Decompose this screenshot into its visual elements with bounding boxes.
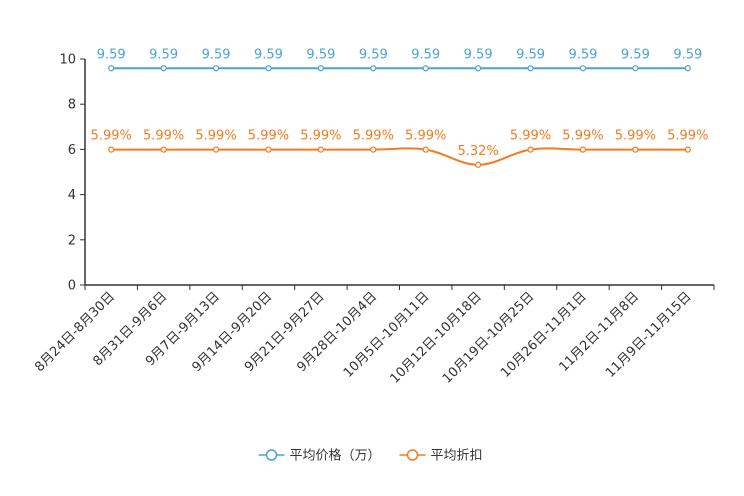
data-point <box>579 65 587 72</box>
y-tick-label: 6 <box>68 143 76 158</box>
data-point <box>684 65 691 72</box>
data-point <box>317 65 324 72</box>
data-label: 5.99% <box>353 129 394 144</box>
legend-label: 平均价格（万） <box>290 448 381 464</box>
data-label: 5.99% <box>562 129 603 144</box>
legend-item-0: 平均价格（万） <box>258 448 381 464</box>
y-tick-label: 10 <box>59 53 76 68</box>
data-point <box>684 146 691 153</box>
data-point <box>212 65 220 72</box>
data-label: 9.59 <box>97 47 126 62</box>
data-label: 5.99% <box>615 129 656 144</box>
data-point <box>160 146 167 153</box>
data-label: 5.99% <box>248 129 289 144</box>
data-label: 5.99% <box>300 129 341 144</box>
data-label: 5.32% <box>457 144 498 159</box>
data-point <box>527 146 534 153</box>
series-layer: 9.59 9.59 9.59 9.59 9.59 9.59 9.59 9.59 9.59 9.59… <box>91 47 708 168</box>
legend-label: 平均折扣 <box>431 449 483 464</box>
data-point <box>212 146 220 153</box>
data-point <box>108 65 115 72</box>
data-point <box>475 65 482 72</box>
data-point <box>527 65 534 72</box>
series-1: 5.99% 5.99% 5.99% 5.99% 5.99% 5.99% 5.99% 5.32%… <box>91 129 708 168</box>
data-label: 9.59 <box>464 47 493 62</box>
data-label: 5.99% <box>91 129 132 144</box>
data-point <box>632 146 639 153</box>
data-point <box>265 146 272 153</box>
data-point <box>632 65 639 72</box>
data-label: 5.99% <box>143 129 184 144</box>
y-tick-label: 8 <box>68 98 76 113</box>
series-0: 9.59 9.59 9.59 9.59 9.59 9.59 9.59 9.59 9.59 9.59… <box>97 47 702 72</box>
series-line <box>111 147 688 166</box>
data-point <box>422 146 429 153</box>
legend-marker-icon <box>406 449 419 461</box>
data-label: 9.59 <box>359 47 388 62</box>
data-label: 5.99% <box>510 129 551 144</box>
legend-marker-icon <box>265 449 278 461</box>
data-label: 9.59 <box>306 47 335 62</box>
data-point <box>317 146 324 153</box>
data-label: 5.99% <box>405 129 446 144</box>
data-point <box>370 146 377 153</box>
data-label: 5.99% <box>667 129 708 144</box>
data-label: 9.59 <box>568 47 597 62</box>
data-label: 5.99% <box>195 129 236 144</box>
data-point <box>370 65 377 72</box>
legend: 平均价格（万） 平均折扣 <box>258 448 483 464</box>
x-tick-label: 10月12日-10月18日 <box>387 289 484 386</box>
data-label: 9.59 <box>516 47 545 62</box>
y-tick-label: 4 <box>68 188 76 203</box>
legend-item-1: 平均折扣 <box>399 449 483 464</box>
data-label: 9.59 <box>621 47 650 62</box>
data-label: 9.59 <box>202 47 231 62</box>
data-label: 9.59 <box>673 47 702 62</box>
data-point <box>422 65 429 72</box>
data-label: 9.59 <box>411 47 440 62</box>
x-tick-label: 10月19日-10月25日 <box>440 289 537 386</box>
data-point <box>579 146 587 153</box>
y-tick-label: 2 <box>68 233 76 248</box>
data-point <box>475 161 482 168</box>
data-point <box>160 65 167 72</box>
axes: 02468108月24日-8月30日8月31日-9月6日9月7日-9月13日9月… <box>32 53 715 387</box>
data-point <box>108 146 115 153</box>
data-label: 9.59 <box>254 47 283 62</box>
data-label: 9.59 <box>149 47 178 62</box>
y-tick-label: 0 <box>68 279 76 294</box>
data-point <box>265 65 272 72</box>
